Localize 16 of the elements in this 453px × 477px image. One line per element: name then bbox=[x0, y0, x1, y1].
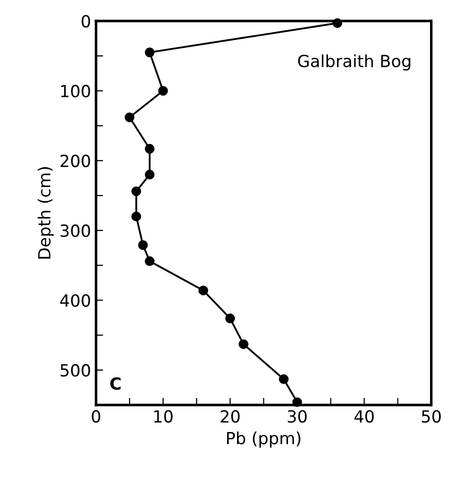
x-tick-label: 10 bbox=[154, 410, 173, 423]
y-tick-label: 100 bbox=[61, 84, 90, 98]
x-tick-label: 0 bbox=[92, 410, 100, 423]
x-tick-label: 50 bbox=[422, 410, 441, 423]
y-axis-title: Depth (cm) bbox=[38, 167, 54, 259]
y-tick-label: 0 bbox=[82, 14, 90, 28]
annotation: Galbraith Bog bbox=[298, 54, 410, 71]
x-tick-label: 40 bbox=[354, 410, 374, 423]
y-tick-label: 400 bbox=[60, 294, 90, 307]
y-tick-label: 500 bbox=[60, 364, 90, 377]
y-tick-label: 200 bbox=[60, 154, 90, 168]
annotation: C bbox=[110, 377, 121, 390]
x-tick-label: 30 bbox=[288, 410, 307, 423]
x-axis-title: Pb (ppm) bbox=[227, 432, 300, 448]
x-tick-label: 20 bbox=[220, 410, 240, 423]
y-tick-label: 300 bbox=[60, 224, 90, 238]
